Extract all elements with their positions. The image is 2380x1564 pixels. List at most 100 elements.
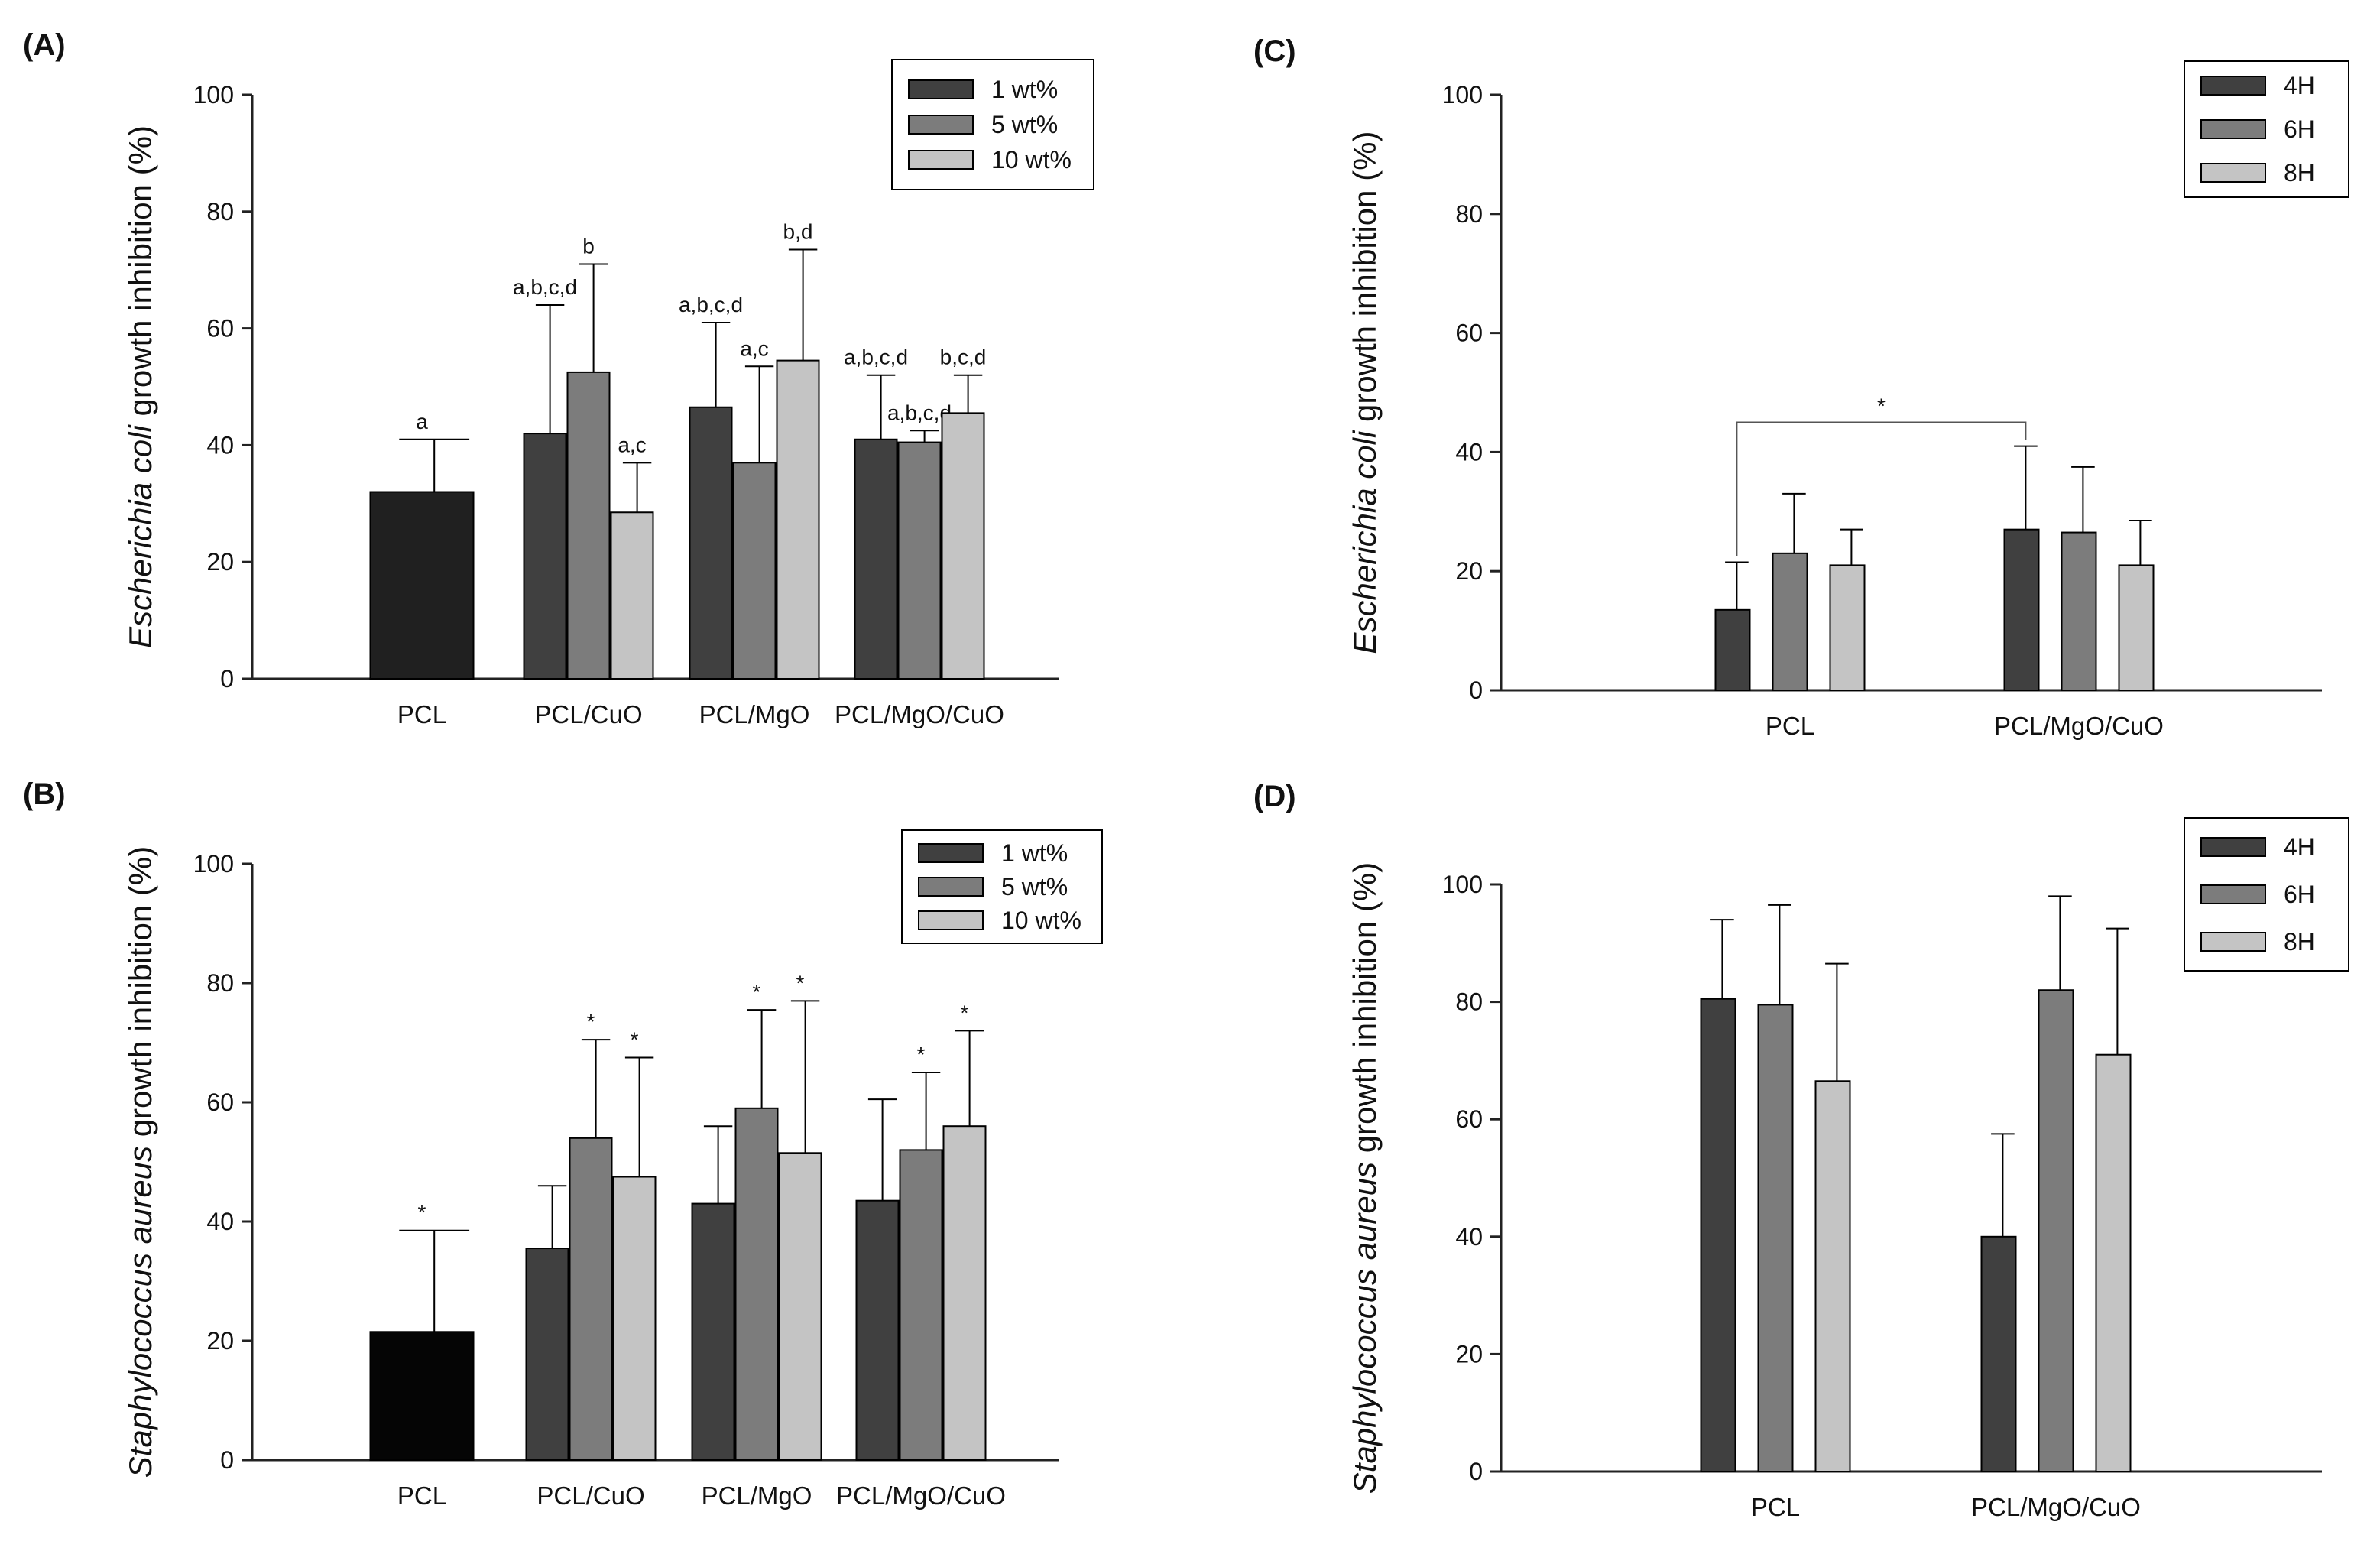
panel-d-bar-pcl-s2 bbox=[1814, 1080, 1851, 1473]
panel-a-x-tick-label: PCL bbox=[397, 700, 446, 728]
panel-c-significance-label: * bbox=[1877, 394, 1886, 417]
panel-c-bar-pcl-s2 bbox=[1829, 564, 1866, 691]
panel-a-bar-pcl-cuo-s0 bbox=[523, 433, 567, 680]
panel-d-y-tick-label: 40 bbox=[1455, 1223, 1483, 1251]
panel-d-y-tick-label: 100 bbox=[1442, 871, 1483, 898]
panel-b-label: (B) bbox=[23, 777, 66, 811]
panel-d-bar-pcl-mgo-cuo-s1 bbox=[2038, 989, 2074, 1472]
panel-d-y-tick-label: 20 bbox=[1455, 1340, 1483, 1368]
panel-b-y-tick-label: 100 bbox=[193, 850, 234, 878]
panel-b-legend-label: 1 wt% bbox=[1001, 839, 1068, 867]
panel-a-bar-pcl-mgo-s1-annotation: a,c bbox=[740, 336, 768, 360]
panel-c-y-tick-label: 80 bbox=[1455, 200, 1483, 228]
panel-a-label: (A) bbox=[23, 28, 66, 62]
panel-b-legend-swatch bbox=[918, 910, 984, 930]
panel-d-bar-pcl-mgo-cuo-s0 bbox=[1980, 1235, 2017, 1473]
panel-b-bar-pcl-cuo-s2 bbox=[612, 1176, 657, 1461]
panel-a: (A) 0 20 40 60 80 100 Escherichia coli growth i… bbox=[23, 28, 1094, 728]
panel-b-bar-pcl-cuo-s1-annotation: * bbox=[587, 1010, 595, 1033]
panel-a-bar-pcl-cuo-s2 bbox=[610, 511, 654, 680]
panel-a-legend-swatch bbox=[908, 115, 974, 135]
panel-b-x-tick-label: PCL bbox=[397, 1481, 446, 1510]
panel-a-y-tick-label: 40 bbox=[206, 431, 234, 459]
panel-b-bar-pcl-mgo-s2-annotation: * bbox=[796, 971, 805, 995]
panel-a-bar-pcl-cuo-s0-annotation: a,b,c,d bbox=[513, 275, 577, 299]
panel-a-y-axis-label: Escherichia coli growth inhibition (%) bbox=[122, 125, 158, 648]
panel-c-significance-bracket bbox=[1736, 421, 2027, 556]
panel-c-y-tick-label: 100 bbox=[1442, 81, 1483, 109]
panel-b-legend-label: 5 wt% bbox=[1001, 873, 1068, 900]
panel-a-bar-pcl-mgo-s1 bbox=[732, 462, 777, 680]
panel-c-y-tick-label: 40 bbox=[1455, 438, 1483, 466]
panel-d-y-tick-label: 60 bbox=[1455, 1105, 1483, 1133]
panel-d-bar-pcl-mgo-cuo-s2 bbox=[2095, 1053, 2132, 1472]
panel-b-bar-pcl-mgo-cuo-s1-annotation: * bbox=[917, 1043, 926, 1066]
panel-d-legend-label: 6H bbox=[2284, 881, 2315, 908]
panel-d-x-tick-label: PCL/MgO/CuO bbox=[1971, 1493, 2141, 1521]
panel-c-y-tick-label: 20 bbox=[1455, 557, 1483, 585]
panel-d-y-axis-label: Staphylococcus aureus growth inhibition … bbox=[1347, 862, 1383, 1494]
panel-c-legend-label: 6H bbox=[2284, 115, 2315, 143]
panel-a-x-tick-label: PCL/CuO bbox=[534, 700, 642, 728]
panel-a-x-tick-label: PCL/MgO bbox=[699, 700, 810, 728]
panel-a-bar-pcl-annotation: a bbox=[416, 410, 428, 433]
panel-b-legend-swatch bbox=[918, 877, 984, 897]
panel-c-y-axis-label: Escherichia coli growth inhibition (%) bbox=[1347, 131, 1383, 654]
panel-c-bar-pcl-s1 bbox=[1772, 552, 1808, 692]
panel-a-bar-pcl-mgo-cuo-s0 bbox=[854, 438, 898, 680]
panel-b-legend-swatch bbox=[918, 843, 984, 863]
panel-a-x-tick-label: PCL/MgO/CuO bbox=[835, 700, 1004, 728]
panel-d-y-tick-label: 80 bbox=[1455, 988, 1483, 1016]
panel-d-legend-label: 8H bbox=[2284, 928, 2315, 956]
panel-a-bar-pcl-cuo-s1 bbox=[566, 371, 611, 680]
panel-a-y-tick-label: 20 bbox=[206, 548, 234, 576]
panel-b-bar-pcl-cuo-s1 bbox=[569, 1137, 613, 1462]
panel-a-legend-label: 10 wt% bbox=[991, 146, 1072, 174]
panel-b-y-axis-label: Staphylococcus aureus growth inhibition … bbox=[122, 846, 158, 1478]
panel-a-bar-pcl-mgo-cuo-s0-annotation: a,b,c,d bbox=[844, 346, 908, 369]
panel-b: (B) 0 20 40 60 80 100 Staphylococcus aureus gro… bbox=[23, 777, 1103, 1510]
panel-b-legend-label: 10 wt% bbox=[1001, 907, 1081, 934]
panel-b-bar-pcl-mgo-s2 bbox=[778, 1152, 822, 1462]
panel-b-y-tick-label: 20 bbox=[206, 1327, 234, 1355]
panel-a-legend-swatch bbox=[908, 79, 974, 99]
panel-d-label: (D) bbox=[1253, 780, 1296, 813]
panel-a-bar-pcl-cuo-s1-annotation: b bbox=[582, 235, 595, 258]
panel-c-bar-pcl-s0 bbox=[1714, 608, 1751, 692]
panel-c-y-tick-label: 60 bbox=[1455, 320, 1483, 347]
panel-a-bar-pcl-mgo-s0 bbox=[689, 406, 733, 680]
panel-c: (C) 0 20 40 60 80 100 Escherichia coli growth i… bbox=[1253, 34, 2349, 740]
panel-a-bar-pcl-mgo-s0-annotation: a,b,c,d bbox=[679, 293, 743, 316]
panel-d-bar-pcl-s0 bbox=[1700, 998, 1736, 1472]
panel-c-y-axis-label-rest: growth inhibition (%) bbox=[1347, 131, 1383, 431]
panel-a-y-tick-label: 0 bbox=[220, 665, 234, 693]
panel-c-legend-label: 4H bbox=[2284, 72, 2315, 99]
panel-a-bar-pcl-mgo-s2 bbox=[776, 359, 820, 680]
panel-a-bar-pcl-mgo-cuo-s2 bbox=[941, 412, 985, 680]
panel-d-x-tick-label: PCL bbox=[1751, 1493, 1800, 1521]
panel-b-bar-pcl bbox=[369, 1331, 475, 1462]
panel-a-y-tick-label: 60 bbox=[206, 315, 234, 342]
panel-a-bar-pcl-mgo-cuo-s2-annotation: b,c,d bbox=[940, 346, 987, 369]
panel-c-label: (C) bbox=[1253, 34, 1296, 68]
panel-c-bar-pcl-mgo-cuo-s2 bbox=[2118, 564, 2155, 691]
panel-d-legend-swatch bbox=[2200, 837, 2266, 857]
panel-b-y-tick-label: 0 bbox=[220, 1446, 234, 1474]
panel-b-y-tick-label: 60 bbox=[206, 1089, 234, 1116]
panel-b-x-tick-label: PCL/MgO/CuO bbox=[836, 1481, 1006, 1510]
panel-c-x-tick-label: PCL bbox=[1766, 712, 1814, 740]
panel-b-x-tick-label: PCL/CuO bbox=[537, 1481, 644, 1510]
panel-c-bar-pcl-mgo-cuo-s0 bbox=[2003, 528, 2040, 691]
panel-c-legend-label: 8H bbox=[2284, 159, 2315, 187]
panel-b-bar-pcl-mgo-cuo-s2 bbox=[942, 1125, 987, 1461]
panel-d-legend-label: 4H bbox=[2284, 833, 2315, 861]
panel-b-bar-pcl-mgo-cuo-s0 bbox=[855, 1199, 900, 1461]
panel-a-y-axis-label-rest: growth inhibition (%) bbox=[122, 125, 158, 425]
panel-d-y-tick-label: 0 bbox=[1469, 1458, 1483, 1485]
panel-d-y-axis-label-species: Staphylococcus aureus bbox=[1347, 1162, 1383, 1494]
panel-a-y-tick-label: 100 bbox=[193, 81, 234, 109]
panel-a-bar-pcl-mgo-cuo-s1-annotation: a,b,c,d bbox=[887, 401, 952, 424]
panel-c-y-tick-label: 0 bbox=[1469, 677, 1483, 704]
panel-c-bar-pcl-mgo-cuo-s1 bbox=[2061, 531, 2097, 691]
